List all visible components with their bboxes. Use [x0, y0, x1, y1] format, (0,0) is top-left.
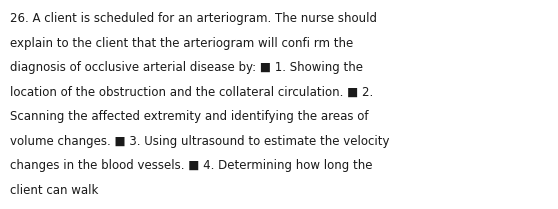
Text: volume changes. ■ 3. Using ultrasound to estimate the velocity: volume changes. ■ 3. Using ultrasound to… — [10, 135, 389, 148]
Text: client can walk: client can walk — [10, 184, 98, 196]
Text: changes in the blood vessels. ■ 4. Determining how long the: changes in the blood vessels. ■ 4. Deter… — [10, 159, 373, 172]
Text: 26. A client is scheduled for an arteriogram. The nurse should: 26. A client is scheduled for an arterio… — [10, 12, 377, 25]
Text: diagnosis of occlusive arterial disease by: ■ 1. Showing the: diagnosis of occlusive arterial disease … — [10, 61, 363, 74]
Text: location of the obstruction and the collateral circulation. ■ 2.: location of the obstruction and the coll… — [10, 85, 373, 98]
Text: Scanning the affected extremity and identifying the areas of: Scanning the affected extremity and iden… — [10, 110, 368, 123]
Text: explain to the client that the arteriogram will confi rm the: explain to the client that the arteriogr… — [10, 37, 353, 50]
